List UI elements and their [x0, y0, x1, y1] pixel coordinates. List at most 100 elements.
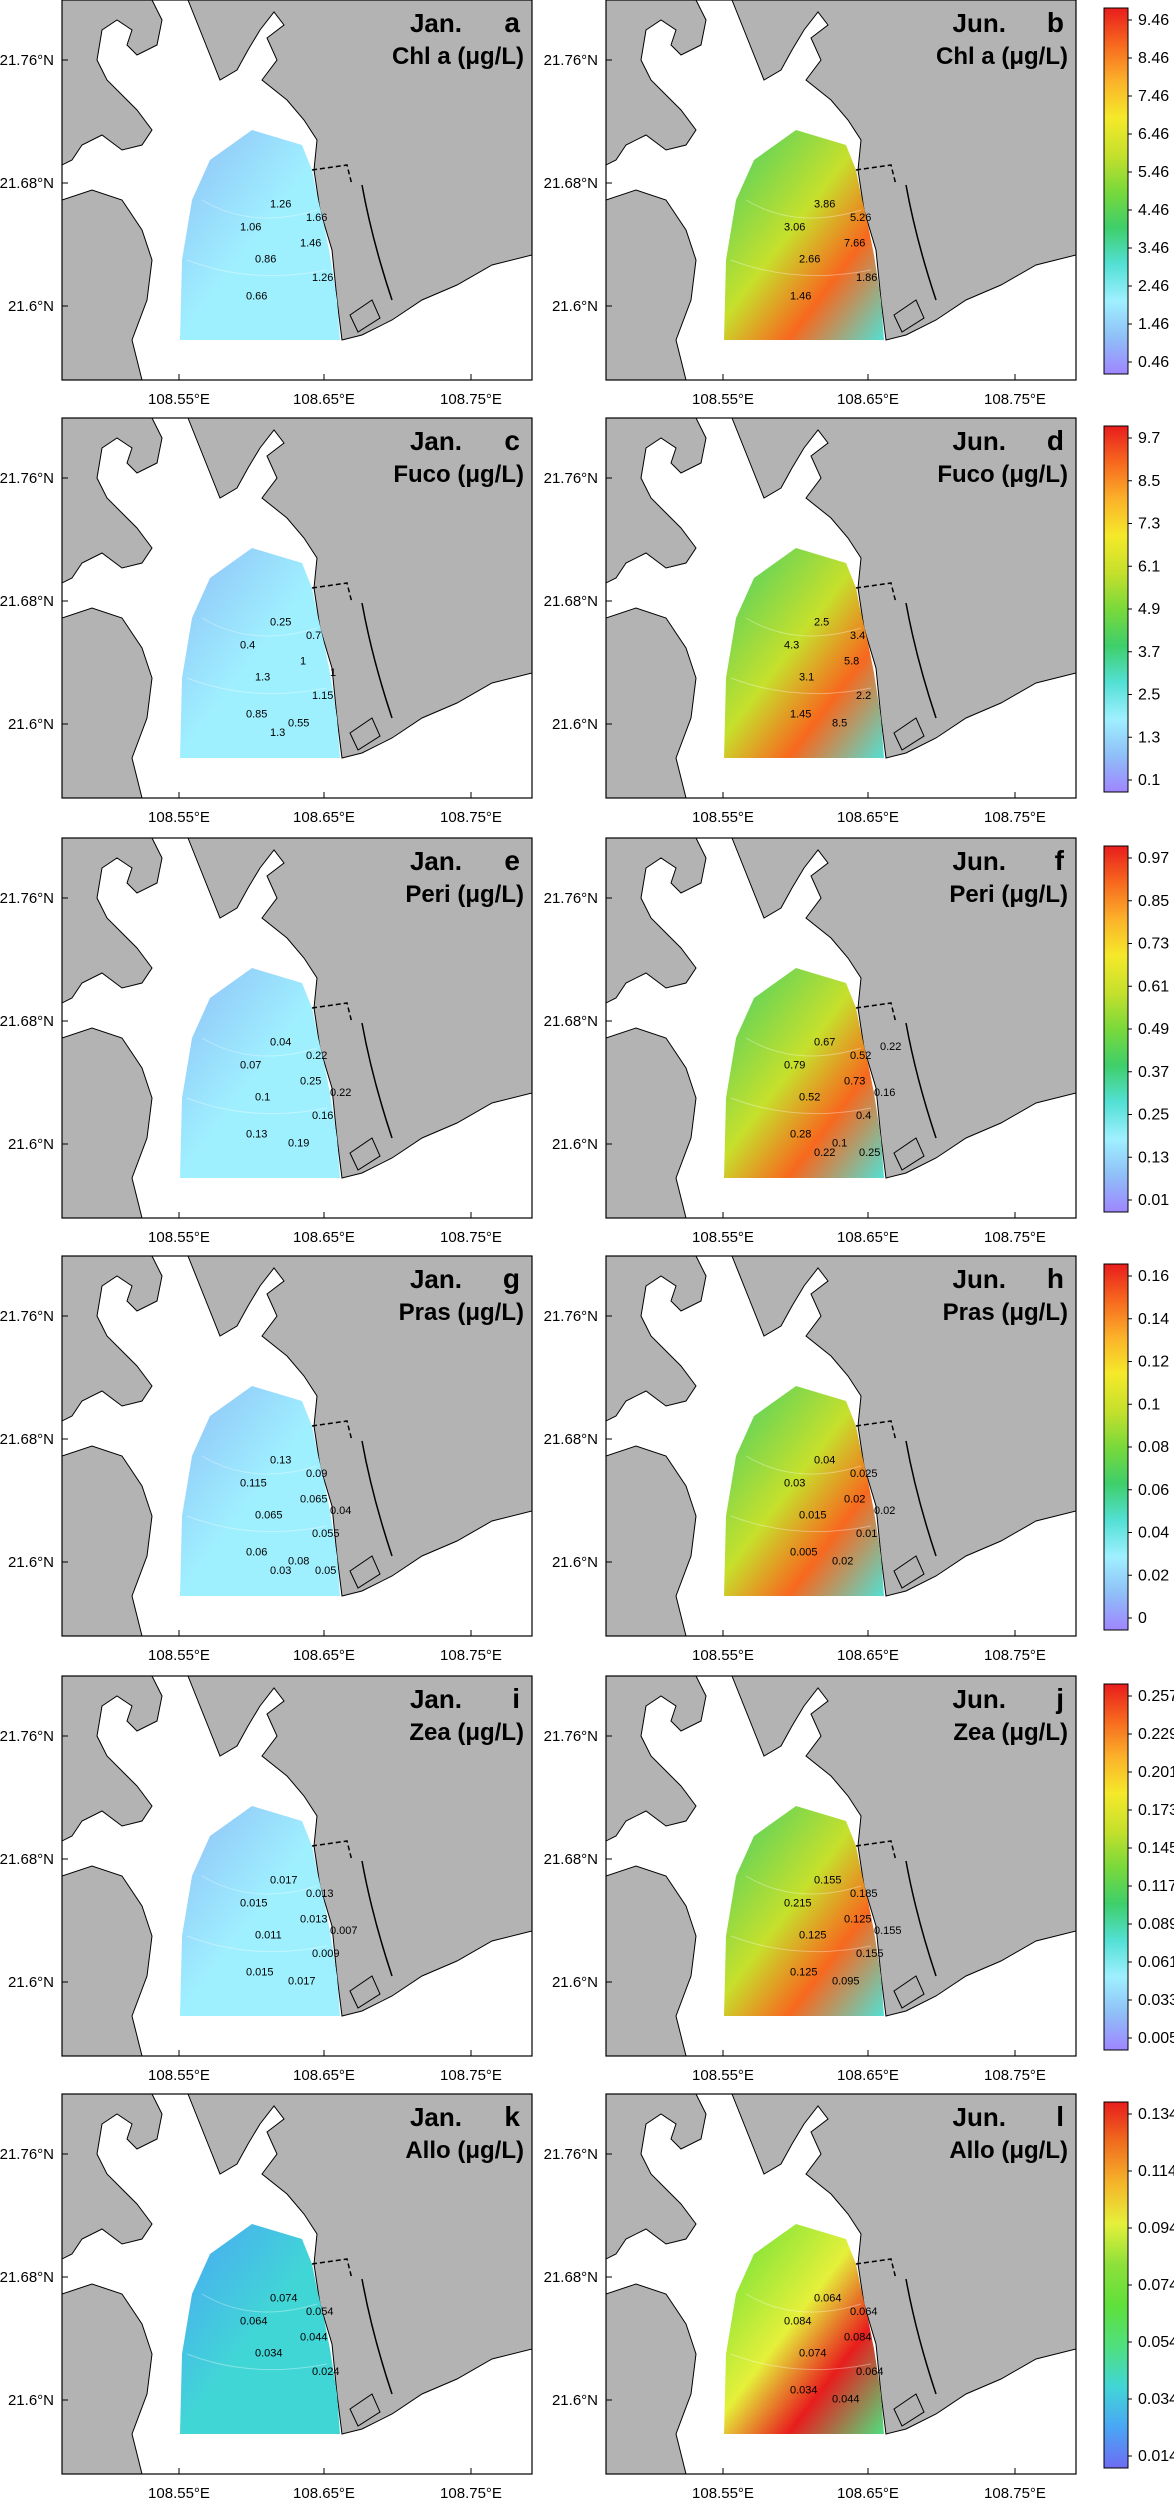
lat-tick-label: 21.76°N: [544, 1728, 598, 1745]
month-label: Jan.: [410, 1684, 462, 1714]
lon-tick-label: 108.55°E: [148, 809, 210, 826]
land-area: [62, 0, 532, 380]
contour-label: 0.064: [240, 2315, 268, 2327]
colorbar-tick-label: 0.73: [1138, 936, 1169, 953]
contour-label: 0.084: [784, 2315, 812, 2327]
month-label: Jan.: [410, 1264, 462, 1294]
contour-label: 1.46: [790, 290, 811, 302]
contour-label: 0.015: [246, 1966, 274, 1978]
contour-label: 0.16: [874, 1087, 895, 1099]
map-frame: [605, 1675, 1077, 2057]
contour-label: 0.044: [300, 2332, 328, 2344]
lat-tick-label: 21.76°N: [0, 890, 54, 907]
colorbar-tick-label: 0.37: [1138, 1064, 1169, 1081]
lon-tick-label: 108.55°E: [148, 391, 210, 408]
land-area: [62, 1676, 532, 2056]
contour-label: 5.8: [844, 656, 859, 668]
lat-tick-label: 21.68°N: [0, 593, 54, 610]
panel-letter: a: [504, 7, 520, 38]
contour-label: 0.024: [312, 2366, 340, 2378]
map-panel-i: 0.0170.0150.0130.0130.0110.0090.0150.017…: [0, 1675, 533, 2084]
study-area-contour: [180, 968, 340, 1178]
contour-label: 8.5: [832, 718, 847, 730]
study-area-contour: [180, 130, 340, 340]
map-panel-b: 3.86 3.06 5.26 7.66 2.66 1.86 1.46 21.76°N 21.68…: [544, 0, 1077, 408]
lat-tick-label: 21.6°N: [8, 1974, 54, 1991]
contour-label: 0.055: [312, 1528, 340, 1540]
variable-label: Zea (μg/L): [409, 1719, 524, 1746]
month-label: Jun.: [953, 1264, 1006, 1294]
contour-label: 2.2: [856, 690, 871, 702]
colorbar-tick-label: 0.114: [1138, 2163, 1174, 2180]
study-area-contour: [724, 130, 884, 340]
lat-tick-label: 21.68°N: [0, 175, 54, 192]
contour-label: 0.04: [270, 1036, 291, 1048]
contour-label: 0.16: [312, 1110, 333, 1122]
contour-label: 2.66: [799, 254, 820, 266]
contour-label: 0.19: [288, 1138, 309, 1150]
lat-tick-label: 21.76°N: [544, 52, 598, 69]
colorbar-tick-label: 0.25: [1138, 1107, 1169, 1124]
lon-tick-label: 108.55°E: [692, 809, 754, 826]
colorbar-tick-label: 4.46: [1138, 202, 1169, 219]
contour-label: 0.015: [799, 1510, 827, 1522]
contour-label: 0.005: [790, 1546, 818, 1558]
lat-tick-label: 21.6°N: [552, 1554, 598, 1571]
contour-label: 0.125: [799, 1930, 827, 1942]
lat-tick-label: 21.68°N: [544, 593, 598, 610]
study-area-contour: [724, 1806, 884, 2016]
contour-label: 0.25: [300, 1076, 321, 1088]
contour-label: 0.01: [856, 1528, 877, 1540]
colorbar-scale: [1103, 2101, 1129, 2469]
colorbar-tick-label: 0.033: [1138, 1992, 1174, 2009]
lat-tick-label: 21.68°N: [544, 1431, 598, 1448]
contour-label: 0.22: [306, 1050, 327, 1062]
lon-tick-label: 108.55°E: [148, 2485, 210, 2502]
lon-tick-label: 108.75°E: [984, 391, 1046, 408]
map-frame: [605, 417, 1077, 799]
colorbar-tick-label: 3.46: [1138, 240, 1169, 257]
contour-label: 0.28: [790, 1128, 811, 1140]
land-area: [606, 1256, 1076, 1636]
contour-label: 0.25: [859, 1147, 880, 1159]
month-label: Jan.: [410, 8, 462, 38]
lat-tick-label: 21.6°N: [8, 298, 54, 315]
contour-label: 0.1: [255, 1092, 270, 1104]
contour-label: 1.3: [255, 672, 270, 684]
study-area-contour: [180, 1806, 340, 2016]
lon-tick-label: 108.75°E: [984, 809, 1046, 826]
map-panel-f: 0.67 0.79 0.52 0.73 0.52 0.4 0.28 0.1 0.16 0.22 0.…: [544, 837, 1077, 1246]
colorbar-tick-label: 0.005: [1138, 2030, 1174, 2047]
contour-label: 0.074: [270, 2292, 298, 2304]
contour-label: 0.22: [330, 1087, 351, 1099]
colorbar-tick-label: 4.9: [1138, 601, 1160, 618]
colorbar-tick-label: 9.46: [1138, 12, 1169, 29]
lon-tick-label: 108.75°E: [984, 2485, 1046, 2502]
contour-label: 0.215: [784, 1897, 812, 1909]
contour-label: 0.79: [784, 1059, 805, 1071]
contour-label: 0.155: [814, 1874, 842, 1886]
study-area-contour: [724, 1386, 884, 1596]
map-frame: [61, 2093, 533, 2475]
lat-tick-label: 21.6°N: [8, 2392, 54, 2409]
contour-label: 0.084: [844, 2332, 872, 2344]
colorbar-tick-label: 7.3: [1138, 516, 1160, 533]
map-frame: [605, 1255, 1077, 1637]
contour-label: 0.52: [850, 1050, 871, 1062]
land-area: [62, 418, 532, 798]
lon-tick-label: 108.55°E: [148, 1647, 210, 1664]
contour-label: 0.065: [255, 1510, 283, 1522]
lat-tick-label: 21.6°N: [552, 1974, 598, 1991]
lon-tick-label: 108.65°E: [293, 2485, 355, 2502]
colorbar-tick-label: 0.08: [1138, 1439, 1169, 1456]
map-panel-g: 0.130.115 0.09 0.065 0.065 0.055 0.06 0.08 0.04…: [0, 1255, 533, 1664]
study-area-contour: [180, 2224, 340, 2434]
contour-label: 0.015: [240, 1897, 268, 1909]
lat-tick-label: 21.68°N: [544, 175, 598, 192]
contour-label: 1.46: [300, 238, 321, 250]
contour-label: 0.05: [315, 1565, 336, 1577]
map-panel-c: 0.25 0.4 0.7 1 1.3 1.15 0.85 0.55 1 1.3 21.76°N 21.…: [0, 417, 533, 826]
contour-label: 0.013: [306, 1888, 334, 1900]
colorbar-tick-label: 2.46: [1138, 278, 1169, 295]
colorbar-tick-label: 0.054: [1138, 2334, 1174, 2351]
